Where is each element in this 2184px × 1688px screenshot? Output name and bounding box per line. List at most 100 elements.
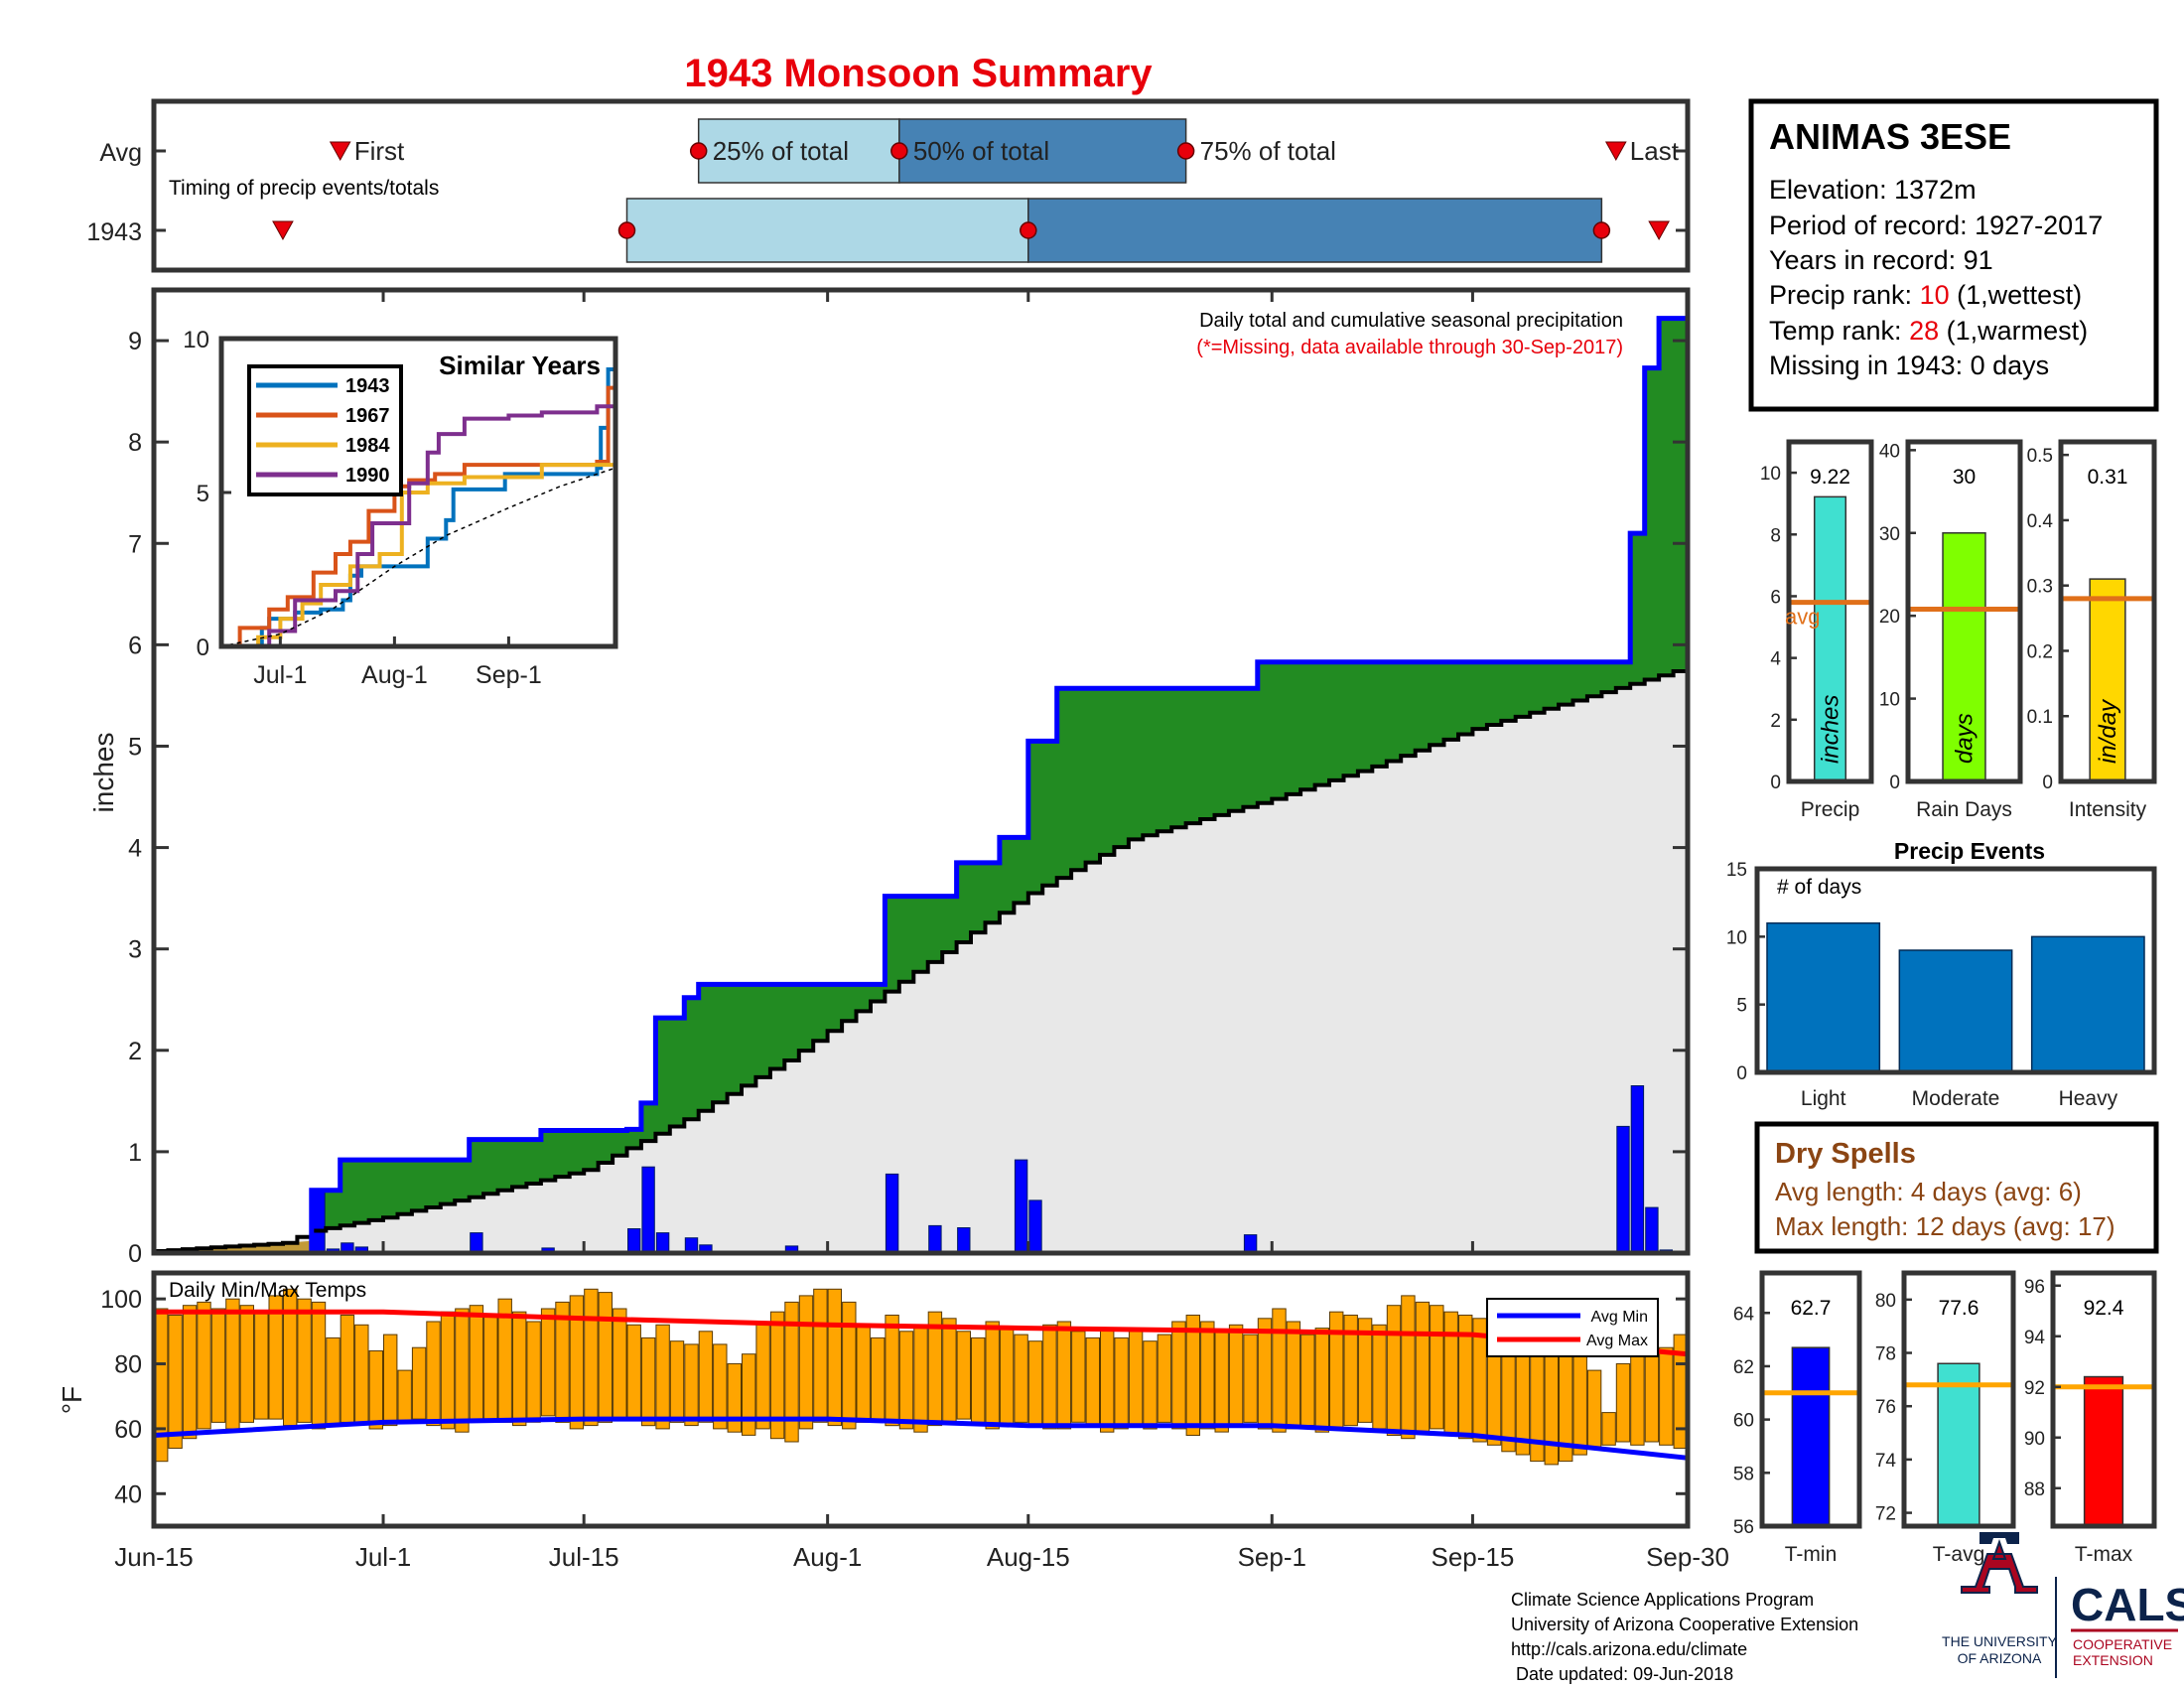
avg-box-50-75 [898,118,1187,184]
small-ytick-label-20: 20 [1879,607,1900,628]
small-ytick-label-94: 94 [2024,1328,2046,1348]
small-ytick-label-0: 0 [1889,773,1900,793]
temp-range-bar-day-13 [340,1315,355,1423]
small-chart-value-label: 77.6 [1939,1297,1979,1320]
main-y-label: inches [88,733,119,813]
temp-range-bar-day-81 [1314,1328,1329,1433]
temp-range-bar-day-102 [1615,1363,1631,1443]
footer-line-1: Climate Science Applications Program [1511,1590,1814,1610]
cumulative-precip-line [154,316,1688,1256]
small-ytick-label-0.5: 0.5 [2027,446,2053,467]
main-note-1: Daily total and cumulative seasonal prec… [1199,310,1623,332]
temp-range-bar-day-39 [713,1343,728,1430]
main-ytick-label-6: 6 [128,632,142,659]
temp-legend: Avg Min Avg Max [1486,1298,1659,1357]
temp-range-bar-day-75 [1228,1324,1244,1427]
ua-logo: THE UNIVERSITY OF ARIZONA CALS COOPERATI… [1942,1532,2184,1678]
daily-precip-bar-07-20 [655,1232,670,1254]
small-chart-t-min: 62.7 56 58 60 62 64 T-min [1733,1270,1862,1566]
temp-ytick-label-100: 100 [100,1286,142,1314]
daily-precip-bar-07-07 [470,1232,483,1254]
small-ytick-label-10: 10 [1760,464,1781,485]
events-ytick-label-15: 15 [1726,860,1747,881]
temp-range-bar-day-14 [354,1324,369,1423]
temp-range-bar-day-100 [1586,1369,1602,1450]
main-ytick-label-8: 8 [128,429,142,457]
small-chart-value-label: 9.22 [1810,466,1850,489]
small-chart-frame [1759,1270,1862,1529]
temp-range-bar-day-32 [613,1308,627,1420]
timing-note: Timing of precip events/totals [169,177,439,200]
small-chart-value-bar [1791,1346,1831,1527]
daily-precip-bar-09-26 [1630,1085,1645,1254]
main-y-axis: 0 1 2 3 4 5 6 7 8 9 [128,328,1688,1268]
temp-range-bar-day-1 [168,1315,183,1449]
temp-range-bar-day-82 [1329,1311,1344,1430]
station-temp-rank: Temp rank: 28 (1,warmest) [1769,316,2088,346]
precip-rank-value: 10 [1920,280,1950,310]
events-label-light: Light [1801,1087,1846,1110]
small-chart-intensity: 0.31 0 0.1 0.2 0.3 0.4 0.5 in/day Intensity [2027,439,2157,821]
temp-range-bar-day-101 [1601,1412,1616,1446]
small-ytick-label-76: 76 [1875,1397,1896,1418]
temp-range-bar-day-59 [999,1328,1015,1427]
temp-range-bar-day-19 [426,1321,441,1427]
avg-q75-dot [1176,142,1195,160]
daily-precip-bar-08-05 [885,1173,899,1254]
footer-line-4: Date updated: 09-Jun-2018 [1511,1664,1733,1684]
year-q25-dot [617,221,636,239]
small-ytick-label-96: 96 [2024,1277,2045,1298]
small-ytick-label-30: 30 [1879,524,1900,545]
events-bar-light [1766,921,1881,1073]
temp-range-bar-day-41 [742,1353,756,1436]
temp-range-bar-day-53 [913,1324,928,1433]
small-ytick-label-6: 6 [1770,587,1781,608]
temp-range-bar-day-83 [1343,1315,1358,1427]
daily-precip-bar-09-27 [1645,1206,1659,1254]
temp-range-bar-day-105 [1659,1346,1674,1446]
inset-xtick-label-Jul-1: Jul-1 [253,661,307,689]
last-label: Last [1630,136,1680,166]
small-chart-value-label: 92.4 [2084,1297,2124,1320]
temp-range-bar-day-80 [1300,1334,1315,1427]
temp-range-bar-day-45 [798,1295,814,1430]
timing-marks: First 25% of total 50% of total 75% of tota… [154,118,1688,263]
temp-rank-prefix: Temp rank: [1769,316,1909,346]
inset-legend-label-1990: 1990 [345,465,390,487]
inset-ytick-label-10: 10 [183,327,209,353]
daily-precip-bar-07-18 [627,1228,641,1254]
main-ytick-label-4: 4 [128,835,142,863]
temp-range-bar-day-27 [540,1308,556,1417]
inset-series-1990 [221,378,617,648]
station-name: ANIMAS 3ESE [1769,116,2011,157]
temp-range-bar-day-51 [885,1315,899,1427]
temp-range-bar-day-64 [1071,1331,1086,1423]
avg-q25-dot [689,142,708,160]
temp-range-bar-day-25 [512,1311,527,1427]
small-ytick-label-0.2: 0.2 [2027,641,2053,662]
temp-range-bar-day-90 [1443,1311,1458,1436]
temp-ytick-label-60: 60 [114,1416,142,1444]
temp-range-bar-day-60 [1014,1334,1028,1423]
small-ytick-label-74: 74 [1875,1451,1897,1472]
temp-range-bar-day-56 [956,1331,971,1420]
q25-label: 25% of total [713,136,849,166]
inset-marks [220,362,617,648]
temp-range-bar-day-57 [971,1336,986,1423]
station-missing: Missing in 1943: 0 days [1769,351,2049,380]
xtick-label-Sep-15: Sep-15 [1431,1542,1514,1572]
temp-range-bar-day-4 [210,1308,226,1423]
year-q75-dot [1592,221,1611,239]
small-chart-frame [1901,1270,2016,1529]
inset-xtick-label-Aug-1: Aug-1 [361,661,428,689]
xtick-label-Sep-30: Sep-30 [1646,1542,1729,1572]
xtick-label-Sep-1: Sep-1 [1238,1542,1306,1572]
events-label-moderate: Moderate [1912,1087,2000,1110]
temp-range-bar-day-38 [698,1331,714,1423]
temp-range-bar-day-52 [898,1331,914,1430]
footer-line-3: http://cals.arizona.edu/climate [1511,1639,1747,1659]
small-ytick-label-2: 2 [1770,711,1781,732]
temp-range-bar-day-29 [569,1295,585,1430]
small-chart-unit: in/day [2095,698,2121,764]
daily-precip-bar-08-10 [957,1227,971,1254]
